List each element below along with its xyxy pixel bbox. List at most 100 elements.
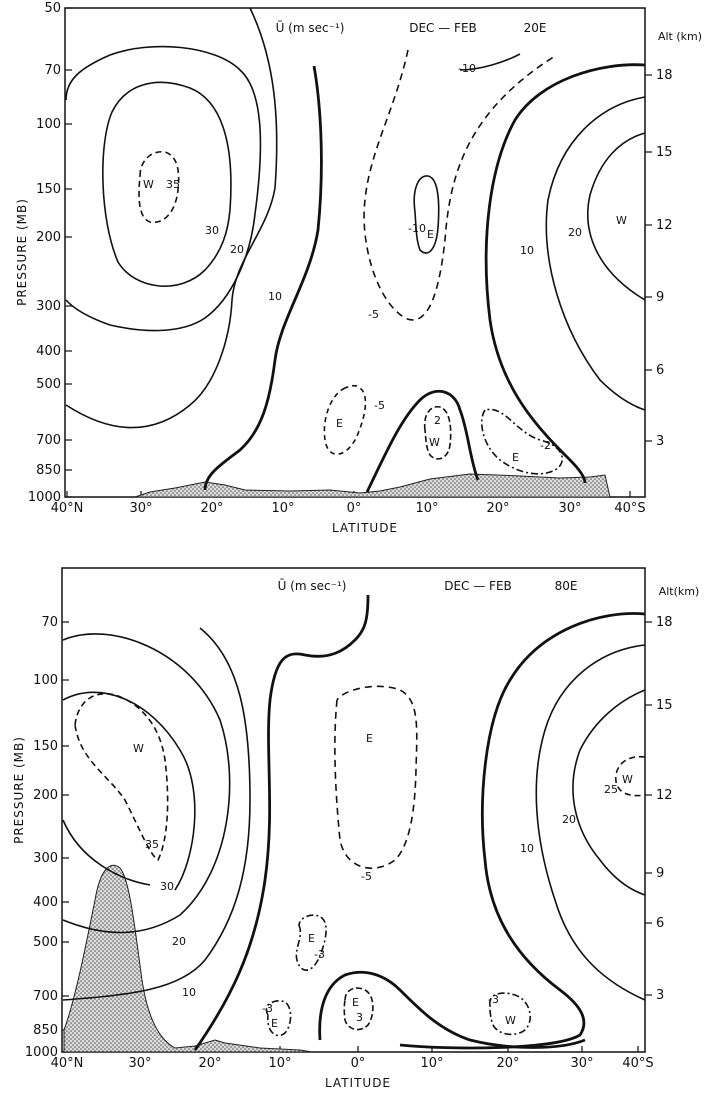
p1-xtick-label: 30° [129,501,152,516]
p1-xtick-label: 0° [347,501,362,516]
p1-ytick-label: 850 [36,463,61,478]
p2-ytick-label: 400 [33,895,58,910]
p1-ytick-label: 1000 [28,490,61,505]
p2-ytick-label: 850 [33,1023,58,1038]
p1-label-20: 20 [230,243,244,256]
p2-contour-m3-upper [295,914,327,971]
panel-2: PRESSURE (MB) LATITUDE Ū (m sec⁻¹) DEC —… [12,567,700,1090]
p1-contour-0-mid [365,389,480,493]
p1-xtick-label: 10° [415,501,438,516]
p2-ytick-label: 500 [33,935,58,950]
p1-ytick-label: 300 [36,299,61,314]
p2-label-m3-right: -3 [488,993,499,1006]
p2-contour-20 [62,633,231,934]
p2-xtick-label: 0° [351,1056,366,1071]
p1-label-10: 10 [268,290,282,303]
panel-1-alt-label: Alt (km) [658,30,702,43]
p1-label-e-1: E [427,228,434,241]
p1-ytick-label: 100 [36,117,61,132]
p1-contour-20 [65,45,262,215]
p1-label-2: 2 [434,414,441,427]
p1-xtick-label: 20° [486,501,509,516]
p2-label-20-east: 20 [562,813,576,826]
p2-label-e-upper: E [308,932,315,945]
p1-alt-tick-label: 3 [656,434,664,449]
p1-label-m10: -10 [408,222,426,235]
p1-label-w-low: W [429,436,440,449]
p2-label-e-left: E [271,1017,278,1030]
p1-contour-30 [102,81,232,287]
p1-contour-10-east [545,96,646,411]
p2-alt-tick-label: 18 [656,615,673,630]
p1-label-m5: -5 [368,308,379,321]
panel-2-season: DEC — FEB [444,579,512,593]
p2-xtick-label: 20° [198,1056,221,1071]
p2-xtick-label: 40°S [622,1056,653,1071]
p1-contour-2 [423,406,452,460]
p1-xtick-label: 20° [200,501,223,516]
p1-contour-35 [138,151,180,224]
p2-xtick-label: 30° [128,1056,151,1071]
p1-ytick-label: 400 [36,344,61,359]
p2-label-3: 3 [356,1011,363,1024]
p1-label-m2: -2 [540,439,551,452]
panel-2-contours [62,594,646,1051]
p1-ytick-label: 500 [36,377,61,392]
p2-xtick-label: 30° [570,1056,593,1071]
p1-alt-tick-label: 9 [656,290,664,305]
p1-contour-0-east [484,63,646,484]
p1-label-e-low: E [336,417,343,430]
panel-2-alt-label: Alt(km) [659,585,700,598]
p2-label-w-east: W [622,773,633,786]
p2-contour-m3-right [489,992,531,1036]
p1-xtick-label: 10° [271,501,294,516]
p1-xtick-label: 30° [558,501,581,516]
p2-ytick-label: 200 [33,788,58,803]
p2-contour-m5 [334,685,418,869]
panel-2-xlabel: LATITUDE [325,1076,391,1090]
p1-contour-10 [249,7,278,189]
p1-label-10-east: 10 [520,244,534,257]
p1-label-w-1: W [143,178,154,191]
p2-ytick-label: 150 [33,739,58,754]
p2-alt-tick-label: 3 [656,988,664,1003]
p2-ytick-label: 700 [33,989,58,1004]
p2-label-e-top: E [366,732,373,745]
panel-2-ylabel: PRESSURE (MB) [12,736,26,844]
p1-xtick-label: 40°S [614,501,645,516]
p2-ytick-label: 70 [41,615,58,630]
panel-2-longitude: 80E [555,579,578,593]
p1-contour-m10 [413,175,440,254]
p2-xtick-label: 40°N [51,1056,84,1071]
p1-contour-m10-top [459,53,521,71]
p1-label-30: 30 [205,224,219,237]
p2-label-w-1: W [133,742,144,755]
p2-ytick-label: 300 [33,851,58,866]
p1-contour-m5-low [323,384,367,456]
panel-1-season: DEC — FEB [409,21,477,35]
p1-contour-0-west [203,65,323,491]
p1-alt-tick-label: 18 [656,68,673,83]
p1-alt-tick-label: 15 [656,145,673,160]
p2-xtick-label: 20° [496,1056,519,1071]
p2-contour-0-west [193,594,370,1051]
p2-contour-30 [62,691,196,891]
p2-label-30: 30 [160,880,174,893]
p1-ytick-label: 200 [36,230,61,245]
p2-label-m3-left: -3 [262,1002,273,1015]
p2-contour-20-east [572,689,646,896]
p2-label-35: 35 [145,838,159,851]
p2-label-20: 20 [172,935,186,948]
p2-xtick-label: 10° [268,1056,291,1071]
p1-label-w-east: W [616,214,627,227]
p2-label-m5: -5 [361,870,372,883]
p1-label-m5-low: -5 [374,399,385,412]
p2-alt-tick-label: 12 [656,788,673,803]
p1-ytick-label: 70 [44,63,61,78]
p1-contour-m2 [481,408,564,475]
panel-1: PRESSURE (MB) LATITUDE Ū (m sec⁻¹) DEC —… [15,1,702,535]
p2-contour-3 [343,987,374,1031]
p2-contour-35 [74,693,169,862]
p2-label-m3-upper: -3 [314,948,325,961]
